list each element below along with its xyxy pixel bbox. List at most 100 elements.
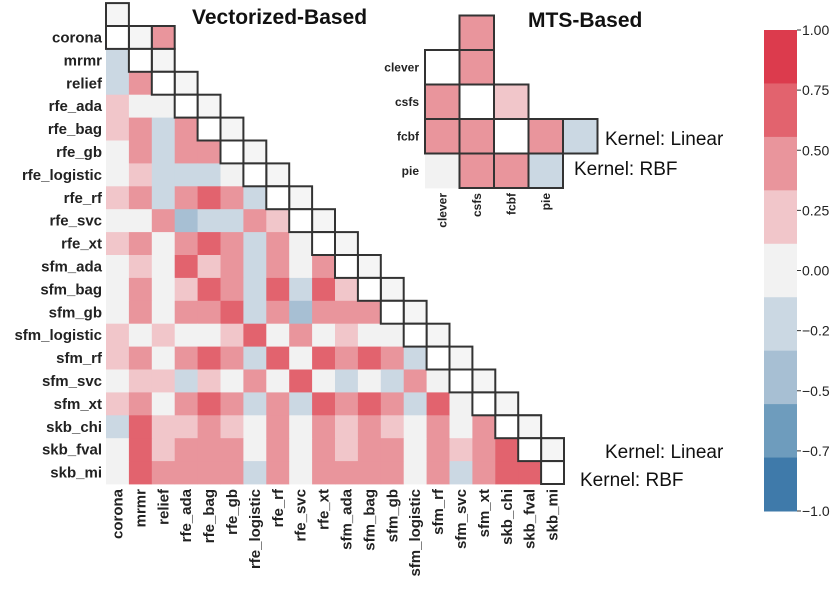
vec-cell-skb_fval-relief [151,438,176,462]
vec-cell-sfm_xt-rfe_gb [220,392,244,416]
vec-row-label-skb_mi: skb_mi [50,465,102,482]
colorbar-tick-label: 0.75 [802,82,829,98]
vec-cell-skb_chi-rfe_svc [289,415,313,439]
mts-upper-cell-pie-1 [458,152,495,189]
vec-cell-sfm_logistic-mrmr [128,323,153,347]
vec-cell-skb_mi-sfm_svc [449,461,473,485]
vec-cell-sfm_rf-rfe_bag [197,346,221,370]
vec-cell-rfe_xt-relief [151,232,176,256]
vec-row-label-rfe_bag: rfe_bag [48,121,102,138]
mts-row-label-csfs: csfs [395,95,419,109]
vec-cell-sfm_svc-rfe_rf [266,369,290,393]
vec-cell-sfm_gb-rfe_svc [289,300,313,325]
vec-diag-corona [105,25,130,50]
vec-cell-rfe_gb-relief [151,140,176,164]
vec-diag-upper-10 [334,231,359,257]
vec-cell-skb_fval-sfm_bag [357,438,382,462]
vec-cell-skb_chi-sfm_ada [335,415,359,439]
vec-diag-upper-0 [105,2,130,27]
vec-cell-skb_chi-rfe_xt [312,415,336,439]
mts-col-label-pie: pie [539,193,553,211]
vec-diag-sfm_gb [379,299,405,325]
vec-cell-sfm_xt-mrmr [128,392,153,416]
vec-cell-sfm_logistic-sfm_bag [357,323,382,347]
vec-cell-rfe_svc-mrmr [128,209,153,233]
vec-cell-sfm_rf-rfe_logistic [243,346,267,370]
mts-kernel-linear-label: Kernel: Linear [605,129,724,150]
vec-col-label-sfm_ada: sfm_ada [338,488,355,550]
vec-cell-skb_mi-rfe_bag [197,461,221,485]
vec-row-label-skb_fval: skb_fval [42,442,102,459]
vec-cell-sfm_ada-rfe_svc [289,255,313,279]
vec-cell-rfe_gb-mrmr [128,140,153,164]
vec-cell-sfm_rf-sfm_ada [335,346,359,370]
vec-cell-sfm_xt-corona [106,392,130,416]
mts-cell-pie-clever [425,153,460,189]
vec-cell-sfm_gb-rfe_xt [312,300,336,325]
vec-cell-rfe_xt-rfe_ada [174,232,198,256]
vec-cell-skb_mi-corona [106,461,130,485]
mts-title: MTS-Based [528,9,642,32]
vec-col-label-skb_chi: skb_chi [499,489,516,545]
colorbar-tick-label: 0.25 [802,202,829,218]
vec-col-label-rfe_rf: rfe_rf [270,488,287,527]
vec-cell-sfm_svc-relief [151,369,176,393]
vec-row-label-sfm_ada: sfm_ada [41,258,103,275]
colorbar-segment [764,83,797,138]
vec-cell-sfm_logistic-sfm_gb [380,323,405,347]
colorbar-segment [764,30,797,84]
vec-diag-upper-7 [265,162,291,188]
vec-diag-sfm_svc [448,368,474,394]
vec-cell-sfm_logistic-rfe_svc [289,323,313,347]
vec-cell-sfm_logistic-rfe_rf [266,323,290,347]
vec-cell-skb_fval-rfe_gb [220,438,244,462]
vec-cell-rfe_logistic-rfe_ada [174,163,198,187]
vec-diag-upper-5 [219,116,245,142]
vec-cell-skb_mi-mrmr [128,461,153,485]
vec-cell-sfm_svc-rfe_logistic [243,369,267,393]
vec-cell-skb_fval-sfm_logistic [403,438,427,462]
vec-cell-sfm_svc-sfm_rf [426,369,450,393]
colorbar-segment [764,457,797,512]
vec-diag-upper-3 [173,70,199,96]
vec-cell-skb_chi-rfe_bag [197,415,221,439]
vec-cell-rfe_logistic-mrmr [128,163,153,187]
vec-diag-skb_chi [494,414,520,440]
vec-cell-skb_fval-sfm_ada [335,438,359,462]
vec-cell-rfe_svc-rfe_bag [197,209,221,233]
vec-row-label-corona: corona [52,29,103,46]
vec-cell-skb_chi-sfm_xt [472,415,496,439]
vec-cell-skb_chi-mrmr [128,415,153,439]
vec-row-label-rfe_gb: rfe_gb [56,144,102,161]
vec-cell-sfm_gb-relief [151,300,176,325]
vec-cell-sfm_xt-sfm_gb [380,392,405,416]
vec-col-label-sfm_gb: sfm_gb [384,489,401,542]
vec-cell-skb_chi-corona [106,415,130,439]
vec-cell-skb_fval-rfe_rf [266,438,290,462]
vec-diag-rfe_gb [219,139,245,165]
vec-cell-skb_fval-corona [106,438,130,462]
vec-cell-skb_mi-relief [151,461,176,485]
vectorized-labels: corona mrmr relief rfe_ada rfe_bag rfe_gb rfe_… [14,29,561,576]
vec-cell-sfm_xt-sfm_logistic [403,392,427,416]
vec-row-label-rfe_xt: rfe_xt [61,236,102,253]
vec-cell-sfm_xt-relief [151,392,176,416]
vec-cell-sfm_rf-corona [106,346,130,370]
vec-cell-rfe_gb-corona [106,140,130,164]
vec-cell-skb_fval-skb_chi [495,438,519,462]
vec-diag-sfm_rf [425,345,451,371]
mts-upper-top-cell [458,14,495,51]
vec-cell-skb_fval-sfm_svc [449,438,473,462]
vec-cell-sfm_bag-rfe_rf [266,277,290,302]
vec-cell-rfe_bag-relief [151,117,176,141]
vec-diag-upper-17 [494,391,520,417]
vec-cell-sfm_bag-rfe_xt [312,277,336,302]
mts-upper-cell-fcbf-0 [424,118,461,155]
vec-cell-rfe_logistic-rfe_gb [220,163,244,187]
vec-cell-sfm_ada-relief [151,255,176,279]
colorbar-tick-label: 1.00 [802,22,829,38]
vec-cell-rfe_logistic-relief [151,163,176,187]
vec-cell-sfm_svc-rfe_ada [174,369,198,393]
vec-diag-skb_fval [517,437,543,463]
